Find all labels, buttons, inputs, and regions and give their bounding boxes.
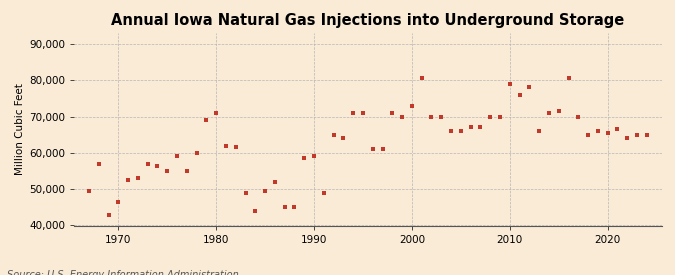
Point [328, 133, 339, 137]
Point [612, 127, 623, 131]
Point [534, 129, 545, 133]
Point [191, 151, 202, 155]
Point [554, 109, 564, 113]
Point [524, 85, 535, 90]
Point [230, 145, 241, 150]
Point [485, 114, 495, 119]
Point [622, 136, 632, 141]
Point [319, 191, 329, 195]
Point [162, 169, 173, 173]
Point [152, 163, 163, 168]
Point [93, 161, 104, 166]
Point [377, 147, 388, 152]
Point [602, 131, 613, 135]
Point [641, 133, 652, 137]
Point [426, 114, 437, 119]
Point [299, 156, 310, 161]
Point [113, 200, 124, 204]
Point [387, 111, 398, 115]
Point [436, 114, 447, 119]
Point [289, 205, 300, 210]
Point [103, 212, 114, 217]
Point [632, 133, 643, 137]
Point [269, 180, 280, 184]
Point [260, 189, 271, 193]
Point [171, 154, 182, 159]
Point [514, 93, 525, 97]
Point [132, 176, 143, 180]
Point [84, 189, 95, 193]
Point [358, 111, 369, 115]
Text: Source: U.S. Energy Information Administration: Source: U.S. Energy Information Administ… [7, 271, 238, 275]
Point [593, 129, 603, 133]
Point [250, 209, 261, 213]
Point [397, 114, 408, 119]
Point [495, 114, 506, 119]
Point [201, 118, 212, 122]
Point [367, 147, 378, 152]
Point [465, 125, 476, 130]
Point [563, 76, 574, 81]
Title: Annual Iowa Natural Gas Injections into Underground Storage: Annual Iowa Natural Gas Injections into … [111, 13, 624, 28]
Point [504, 82, 515, 86]
Point [182, 169, 192, 173]
Point [338, 136, 349, 141]
Point [308, 154, 319, 159]
Point [142, 161, 153, 166]
Point [406, 103, 417, 108]
Point [123, 178, 134, 182]
Point [573, 114, 584, 119]
Point [240, 191, 251, 195]
Point [446, 129, 456, 133]
Point [543, 111, 554, 115]
Point [456, 129, 466, 133]
Point [348, 111, 358, 115]
Point [211, 111, 221, 115]
Point [583, 133, 593, 137]
Point [416, 76, 427, 81]
Y-axis label: Million Cubic Feet: Million Cubic Feet [15, 83, 25, 175]
Point [221, 143, 232, 148]
Point [279, 205, 290, 210]
Point [475, 125, 486, 130]
